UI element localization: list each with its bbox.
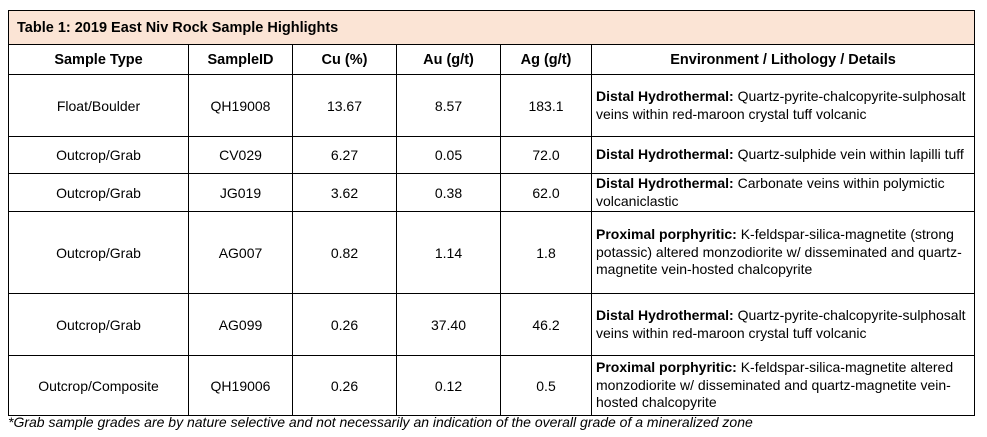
cell-environment: Distal Hydrothermal: Carbonate veins wit… bbox=[590, 173, 976, 212]
cell-sample-type: Outcrop/Grab bbox=[8, 136, 189, 174]
table-footnote: *Grab sample grades are by nature select… bbox=[8, 414, 753, 430]
cell-ag: 72.0 bbox=[500, 136, 592, 174]
environment-text: K-feldspar-silica-magnetite (strong pota… bbox=[596, 226, 962, 278]
cell-cu: 0.82 bbox=[292, 211, 397, 294]
header-row: Sample Type SampleID Cu (%) Au (g/t) Ag … bbox=[8, 44, 976, 75]
cell-au: 0.05 bbox=[396, 136, 501, 174]
cell-environment: Proximal porphyritic: K-feldspar-silica-… bbox=[590, 211, 976, 294]
cell-ag: 62.0 bbox=[500, 173, 592, 212]
cell-sample-id: JG019 bbox=[188, 173, 293, 212]
environment-text: Quartz-pyrite-chalcopyrite-sulphosalt ve… bbox=[596, 307, 966, 341]
environment-label: Distal Hydrothermal: bbox=[596, 146, 734, 163]
cell-au: 37.40 bbox=[396, 293, 501, 356]
cell-au: 0.38 bbox=[396, 173, 501, 212]
environment-label: Proximal porphyritic: bbox=[596, 359, 737, 376]
table-row: Float/Boulder QH19008 13.67 8.57 183.1 D… bbox=[8, 74, 976, 137]
cell-ag: 183.1 bbox=[500, 74, 592, 137]
cell-sample-type: Outcrop/Grab bbox=[8, 211, 189, 294]
environment-label: Distal Hydrothermal: bbox=[596, 88, 734, 104]
cell-cu: 6.27 bbox=[292, 136, 397, 174]
cell-ag: 0.5 bbox=[500, 355, 592, 416]
environment-text: Quartz-pyrite-chalcopyrite-sulphosalt ve… bbox=[596, 88, 966, 122]
header-ag: Ag (g/t) bbox=[500, 44, 592, 75]
cell-sample-type: Float/Boulder bbox=[8, 74, 189, 137]
environment-text: Carbonate veins within polymictic volcan… bbox=[596, 175, 945, 209]
cell-sample-id: QH19008 bbox=[188, 74, 293, 137]
table-row: Outcrop/Grab JG019 3.62 0.38 62.0 Distal… bbox=[8, 173, 976, 212]
table-row: Outcrop/Composite QH19006 0.26 0.12 0.5 … bbox=[8, 355, 976, 416]
environment-label: Distal Hydrothermal: bbox=[596, 175, 734, 191]
environment-label: Distal Hydrothermal: bbox=[596, 307, 734, 323]
table-row: Outcrop/Grab AG099 0.26 37.40 46.2 Dista… bbox=[8, 293, 976, 356]
environment-text: Quartz-sulphide vein within lapilli tuff bbox=[733, 146, 964, 163]
sample-highlights-table: Table 1: 2019 East Niv Rock Sample Highl… bbox=[7, 10, 976, 416]
environment-text: K-feldspar-silica-magnetite altered monz… bbox=[596, 359, 954, 411]
cell-sample-type: Outcrop/Grab bbox=[8, 173, 189, 212]
table-row: Outcrop/Grab AG007 0.82 1.14 1.8 Proxima… bbox=[8, 211, 976, 294]
cell-sample-type: Outcrop/Composite bbox=[8, 355, 189, 416]
cell-cu: 3.62 bbox=[292, 173, 397, 212]
title-row: Table 1: 2019 East Niv Rock Sample Highl… bbox=[7, 10, 976, 45]
cell-au: 1.14 bbox=[396, 211, 501, 294]
cell-cu: 0.26 bbox=[292, 355, 397, 416]
header-cu: Cu (%) bbox=[292, 44, 397, 75]
header-environment: Environment / Lithology / Details bbox=[590, 44, 976, 75]
cell-ag: 46.2 bbox=[500, 293, 592, 356]
cell-sample-id: CV029 bbox=[188, 136, 293, 174]
sample-table-container: Table 1: 2019 East Niv Rock Sample Highl… bbox=[7, 10, 976, 416]
table-row: Outcrop/Grab CV029 6.27 0.05 72.0 Distal… bbox=[8, 136, 976, 174]
cell-cu: 13.67 bbox=[292, 74, 397, 137]
environment-label: Proximal porphyritic: bbox=[596, 226, 737, 243]
cell-sample-id: AG099 bbox=[188, 293, 293, 356]
cell-ag: 1.8 bbox=[500, 211, 592, 294]
cell-environment: Distal Hydrothermal: Quartz-sulphide vei… bbox=[590, 136, 976, 174]
header-au: Au (g/t) bbox=[396, 44, 501, 75]
cell-au: 0.12 bbox=[396, 355, 501, 416]
cell-environment: Distal Hydrothermal: Quartz-pyrite-chalc… bbox=[590, 74, 976, 137]
cell-environment: Distal Hydrothermal: Quartz-pyrite-chalc… bbox=[590, 293, 976, 356]
header-sample-type: Sample Type bbox=[8, 44, 189, 75]
cell-sample-type: Outcrop/Grab bbox=[8, 293, 189, 356]
cell-environment: Proximal porphyritic: K-feldspar-silica-… bbox=[590, 355, 976, 416]
cell-sample-id: AG007 bbox=[188, 211, 293, 294]
cell-au: 8.57 bbox=[396, 74, 501, 137]
cell-sample-id: QH19006 bbox=[188, 355, 293, 416]
table-title: Table 1: 2019 East Niv Rock Sample Highl… bbox=[7, 10, 976, 45]
cell-cu: 0.26 bbox=[292, 293, 397, 356]
header-sample-id: SampleID bbox=[188, 44, 293, 75]
